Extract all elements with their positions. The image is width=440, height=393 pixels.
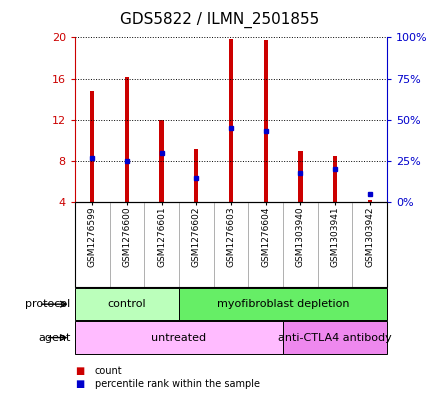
Bar [194, 149, 198, 202]
Text: control: control [107, 299, 146, 309]
Bar [75, 202, 110, 287]
Bar [125, 77, 129, 202]
Text: GSM1276602: GSM1276602 [192, 207, 201, 267]
Text: GSM1303941: GSM1303941 [330, 207, 340, 267]
Bar [229, 39, 233, 202]
Text: percentile rank within the sample: percentile rank within the sample [95, 379, 260, 389]
Bar [144, 202, 179, 287]
Bar [90, 91, 94, 202]
Text: agent: agent [38, 332, 70, 343]
Bar [368, 200, 372, 202]
Bar [214, 202, 248, 287]
Text: GSM1303940: GSM1303940 [296, 207, 305, 267]
Bar [333, 156, 337, 202]
Text: GSM1276601: GSM1276601 [157, 207, 166, 267]
Text: anti-CTLA4 antibody: anti-CTLA4 antibody [278, 332, 392, 343]
Bar [248, 202, 283, 287]
Bar [264, 40, 268, 202]
Bar [298, 151, 303, 202]
Text: protocol: protocol [25, 299, 70, 309]
Text: ■: ■ [75, 379, 84, 389]
Text: GSM1276600: GSM1276600 [122, 207, 132, 267]
Text: GDS5822 / ILMN_2501855: GDS5822 / ILMN_2501855 [121, 12, 319, 28]
Bar [179, 202, 214, 287]
Bar [75, 321, 283, 354]
Bar [75, 288, 179, 320]
Text: count: count [95, 366, 122, 376]
Bar [352, 202, 387, 287]
Text: GSM1303942: GSM1303942 [365, 207, 374, 267]
Text: GSM1276599: GSM1276599 [88, 207, 97, 267]
Bar [110, 202, 144, 287]
Text: GSM1276603: GSM1276603 [227, 207, 235, 267]
Bar [318, 202, 352, 287]
Text: ■: ■ [75, 366, 84, 376]
Text: myofibroblast depletion: myofibroblast depletion [217, 299, 349, 309]
Text: untreated: untreated [151, 332, 206, 343]
Bar [179, 288, 387, 320]
Text: GSM1276604: GSM1276604 [261, 207, 270, 267]
Bar [283, 321, 387, 354]
Bar [283, 202, 318, 287]
Bar [159, 120, 164, 202]
